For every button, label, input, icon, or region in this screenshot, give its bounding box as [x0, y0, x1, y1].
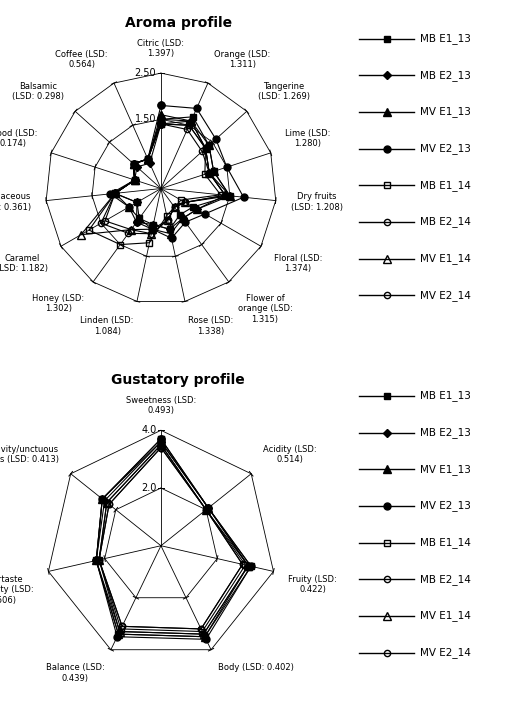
Text: Body (LSD: 0.402): Body (LSD: 0.402)	[218, 663, 293, 672]
Text: MV E2_14: MV E2_14	[420, 647, 471, 658]
Text: Herbaceous
(LSD: 0.361): Herbaceous (LSD: 0.361)	[0, 193, 31, 212]
Text: Honey (LSD:
1.302): Honey (LSD: 1.302)	[32, 294, 84, 313]
Text: MB E2_14: MB E2_14	[420, 217, 471, 228]
Text: MV E2_13: MV E2_13	[420, 500, 471, 511]
Text: Sweetness (LSD:
0.493): Sweetness (LSD: 0.493)	[126, 396, 196, 415]
Text: MB E1_13: MB E1_13	[420, 390, 471, 401]
Text: MV E1_14: MV E1_14	[420, 253, 471, 264]
Text: Dry fruits
(LSD: 1.208): Dry fruits (LSD: 1.208)	[291, 193, 343, 212]
Text: Coffee (LSD:
0.564): Coffee (LSD: 0.564)	[55, 50, 108, 69]
Text: MB E2_13: MB E2_13	[420, 427, 471, 438]
Text: MV E2_14: MV E2_14	[420, 290, 471, 301]
Text: Balsamic
(LSD: 0.298): Balsamic (LSD: 0.298)	[12, 82, 64, 101]
Text: Suavity/unctuous
ness (LSD: 0.413): Suavity/unctuous ness (LSD: 0.413)	[0, 445, 59, 465]
Text: MB E1_14: MB E1_14	[420, 537, 471, 548]
Title: Aroma profile: Aroma profile	[125, 16, 232, 30]
Text: Wood (LSD:
0.174): Wood (LSD: 0.174)	[0, 129, 37, 148]
Text: MB E2_14: MB E2_14	[420, 574, 471, 585]
Text: Rose (LSD:
1.338): Rose (LSD: 1.338)	[188, 316, 233, 336]
Text: Citric (LSD:
1.397): Citric (LSD: 1.397)	[137, 39, 185, 58]
Text: 2.50: 2.50	[135, 68, 156, 78]
Text: Fruity (LSD:
0.422): Fruity (LSD: 0.422)	[288, 575, 337, 594]
Text: 1.50: 1.50	[135, 114, 156, 124]
Text: MV E1_13: MV E1_13	[420, 107, 471, 118]
Text: Lime (LSD:
1.280): Lime (LSD: 1.280)	[285, 129, 330, 148]
Text: Caramel
(LSD: 1.182): Caramel (LSD: 1.182)	[0, 254, 48, 273]
Text: 4.0: 4.0	[141, 425, 156, 435]
Text: Linden (LSD:
1.084): Linden (LSD: 1.084)	[81, 316, 134, 336]
Text: Flower of
orange (LSD:
1.315): Flower of orange (LSD: 1.315)	[238, 294, 292, 324]
Text: Aftertaste
intensity (LSD:
0.506): Aftertaste intensity (LSD: 0.506)	[0, 575, 34, 605]
Text: MV E2_13: MV E2_13	[420, 143, 471, 154]
Title: Gustatory profile: Gustatory profile	[111, 374, 245, 387]
Text: Floral (LSD:
1.374): Floral (LSD: 1.374)	[274, 254, 322, 273]
Text: Balance (LSD:
0.439): Balance (LSD: 0.439)	[46, 663, 104, 683]
Text: MV E1_13: MV E1_13	[420, 464, 471, 475]
Text: 2.0: 2.0	[141, 483, 156, 493]
Text: Orange (LSD:
1.311): Orange (LSD: 1.311)	[214, 50, 270, 69]
Text: MB E1_13: MB E1_13	[420, 33, 471, 44]
Text: MB E2_13: MB E2_13	[420, 70, 471, 81]
Text: Acidity (LSD:
0.514): Acidity (LSD: 0.514)	[263, 445, 317, 465]
Text: MV E1_14: MV E1_14	[420, 611, 471, 622]
Text: Tangerine
(LSD: 1.269): Tangerine (LSD: 1.269)	[258, 82, 310, 101]
Text: MB E1_14: MB E1_14	[420, 180, 471, 190]
